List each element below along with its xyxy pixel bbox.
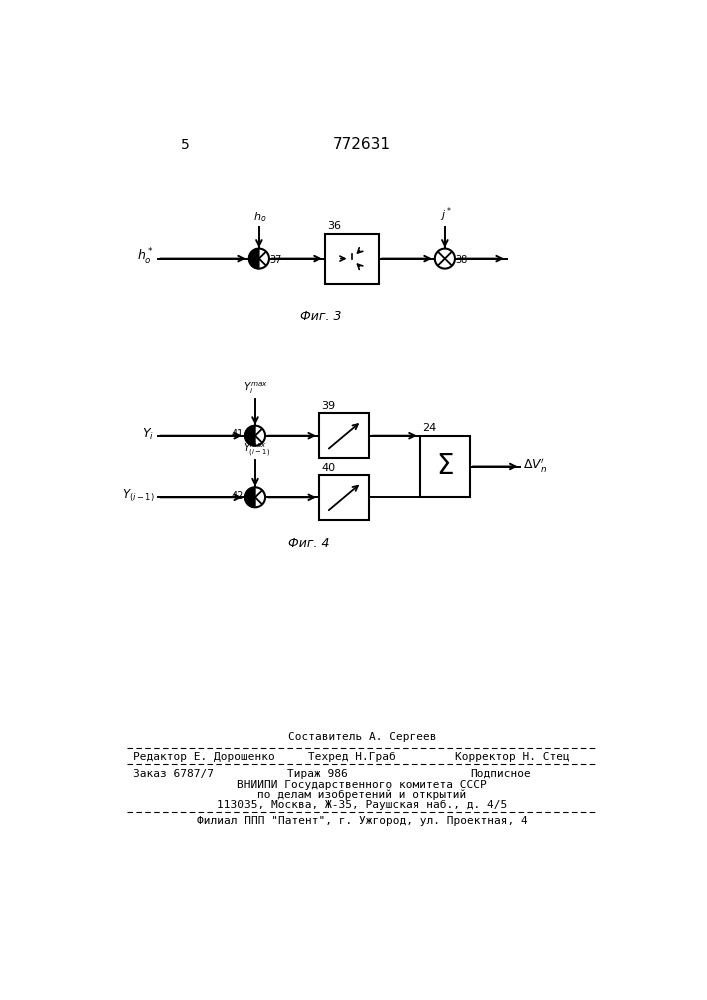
Text: 42: 42 (232, 491, 244, 501)
Text: $\mathit{j}^*$: $\mathit{j}^*$ (440, 205, 452, 224)
Text: $\Sigma$: $\Sigma$ (436, 452, 454, 481)
Text: $h_o^*$: $h_o^*$ (137, 247, 154, 267)
Circle shape (249, 249, 269, 269)
Text: 39: 39 (321, 401, 335, 411)
Text: по делам изобретений и открытий: по делам изобретений и открытий (257, 789, 467, 800)
Circle shape (435, 249, 455, 269)
Text: 772631: 772631 (333, 137, 391, 152)
Polygon shape (245, 487, 255, 507)
Text: 38: 38 (456, 255, 468, 265)
Text: Редактор Е. Дорошенко: Редактор Е. Дорошенко (132, 752, 274, 762)
Bar (319, 475, 369, 520)
Text: Филиал ППП "Патент", г. Ужгород, ул. Проектная, 4: Филиал ППП "Патент", г. Ужгород, ул. Про… (197, 816, 527, 826)
Text: 5: 5 (181, 138, 189, 152)
Text: $Y_i$: $Y_i$ (142, 427, 154, 442)
Bar (325, 234, 379, 284)
Text: $Y_{(i-1)}$: $Y_{(i-1)}$ (122, 488, 154, 504)
Circle shape (245, 426, 265, 446)
Bar (319, 413, 369, 458)
Text: Фиг. 4: Фиг. 4 (288, 537, 330, 550)
Text: $Y_i^{max}$: $Y_i^{max}$ (243, 381, 268, 396)
Polygon shape (249, 249, 259, 269)
Circle shape (245, 487, 265, 507)
Polygon shape (245, 426, 255, 446)
Text: Корректор Н. Стец: Корректор Н. Стец (455, 752, 570, 762)
Text: 40: 40 (321, 463, 335, 473)
Text: $\Delta V_n'$: $\Delta V_n'$ (522, 456, 547, 474)
Bar (420, 436, 470, 497)
Text: Техред Н.Граб: Техред Н.Граб (308, 752, 395, 762)
Text: ВНИИПИ Государственного комитета СССР: ВНИИПИ Государственного комитета СССР (237, 780, 487, 790)
Text: 37: 37 (270, 255, 282, 265)
Text: 24: 24 (422, 423, 436, 433)
Text: Составитель А. Сергеев: Составитель А. Сергеев (288, 732, 436, 742)
Text: Заказ 6787/7: Заказ 6787/7 (132, 769, 214, 779)
Text: $Y_{(i-1)}^{max}$: $Y_{(i-1)}^{max}$ (243, 441, 270, 458)
Text: Подписное: Подписное (470, 769, 531, 779)
Text: 41: 41 (232, 429, 244, 439)
Text: Тираж 986: Тираж 986 (286, 769, 347, 779)
Text: 36: 36 (327, 221, 341, 231)
Text: $h_o$: $h_o$ (253, 210, 267, 224)
Text: 113035, Москва, Ж-35, Раушская наб., д. 4/5: 113035, Москва, Ж-35, Раушская наб., д. … (217, 799, 507, 810)
Text: Фиг. 3: Фиг. 3 (300, 310, 341, 323)
